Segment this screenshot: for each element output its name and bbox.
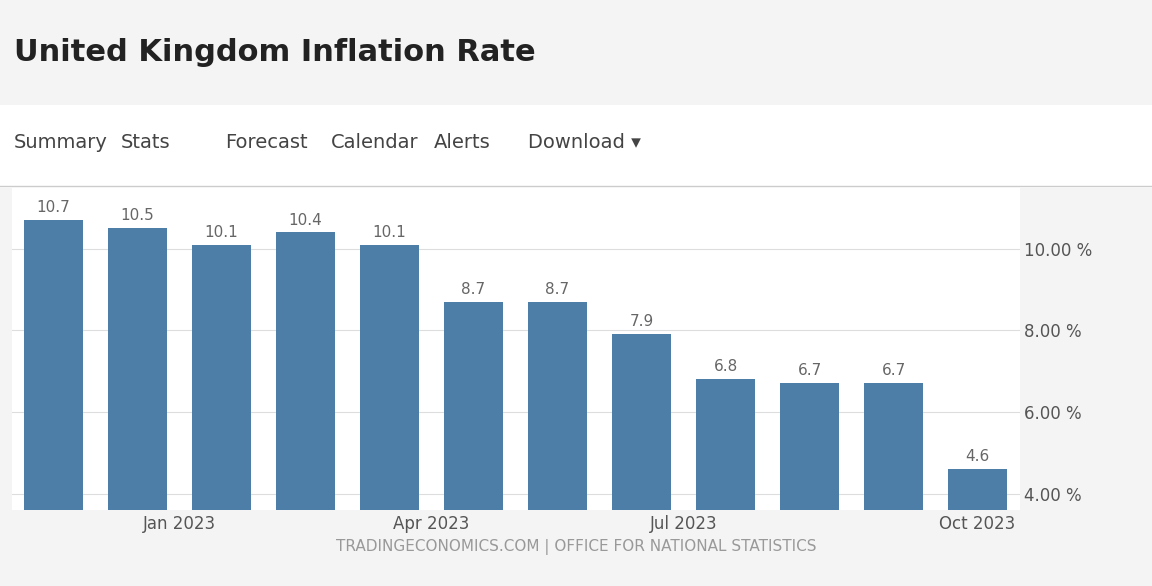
Bar xyxy=(445,302,503,586)
Text: 6.8: 6.8 xyxy=(713,359,737,374)
Bar xyxy=(192,244,251,586)
Text: Summary: Summary xyxy=(14,133,107,152)
Bar xyxy=(528,302,586,586)
Bar xyxy=(780,383,839,586)
Bar xyxy=(864,383,923,586)
Bar xyxy=(361,244,419,586)
Bar xyxy=(696,379,755,586)
Text: United Kingdom Inflation Rate: United Kingdom Inflation Rate xyxy=(14,38,536,67)
Text: 4.6: 4.6 xyxy=(965,449,990,464)
Text: Forecast: Forecast xyxy=(225,133,308,152)
Text: Calendar: Calendar xyxy=(331,133,418,152)
Text: 10.1: 10.1 xyxy=(205,225,238,240)
Text: TRADINGECONOMICS.COM | OFFICE FOR NATIONAL STATISTICS: TRADINGECONOMICS.COM | OFFICE FOR NATION… xyxy=(335,539,817,556)
Text: Download ▾: Download ▾ xyxy=(528,133,641,152)
Text: 8.7: 8.7 xyxy=(462,282,486,297)
Bar xyxy=(276,233,335,586)
Text: 6.7: 6.7 xyxy=(881,363,905,379)
Bar xyxy=(108,229,167,586)
Text: Alerts: Alerts xyxy=(434,133,491,152)
Text: 7.9: 7.9 xyxy=(629,315,653,329)
Text: 8.7: 8.7 xyxy=(545,282,569,297)
Text: 10.5: 10.5 xyxy=(121,209,154,223)
Bar xyxy=(24,220,83,586)
Text: 10.4: 10.4 xyxy=(289,213,323,227)
Text: 10.7: 10.7 xyxy=(37,200,70,215)
Text: Stats: Stats xyxy=(121,133,170,152)
Text: 6.7: 6.7 xyxy=(797,363,821,379)
Bar xyxy=(948,469,1007,586)
Text: 10.1: 10.1 xyxy=(372,225,407,240)
Bar xyxy=(612,335,670,586)
